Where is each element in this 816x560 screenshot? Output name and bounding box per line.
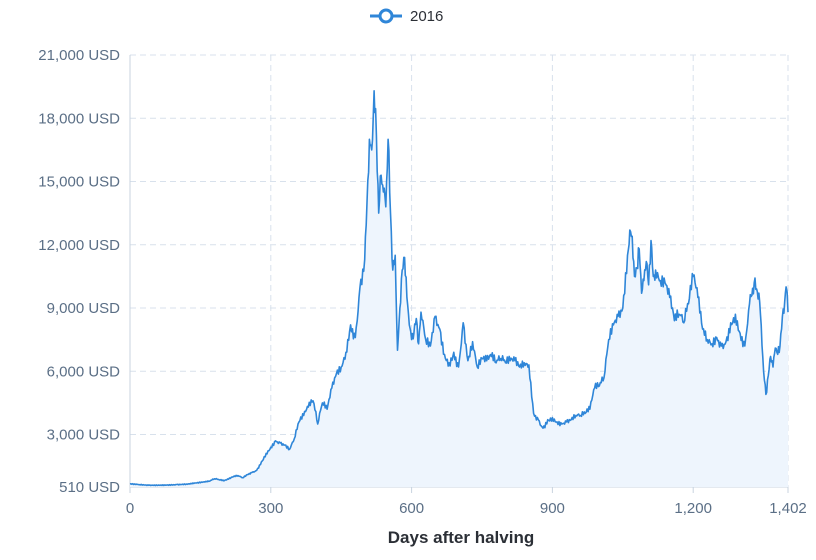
y-tick-label: 18,000 USD bbox=[38, 110, 120, 127]
y-tick-label: 3,000 USD bbox=[47, 427, 121, 444]
y-tick-label: 6,000 USD bbox=[47, 363, 121, 380]
x-axis-title: Days after halving bbox=[388, 528, 534, 547]
x-axis-tick-labels: 0 300 600 900 1,200 1,402 bbox=[126, 500, 807, 517]
legend[interactable]: 2016 bbox=[370, 8, 443, 25]
x-tick-label: 0 bbox=[126, 500, 134, 517]
x-tick-label: 1,402 bbox=[769, 500, 807, 517]
grid bbox=[130, 54, 789, 487]
x-tick-label: 900 bbox=[540, 500, 565, 517]
y-axis-tick-labels: 510 USD 3,000 USD 6,000 USD 9,000 USD 12,000… bbox=[38, 47, 120, 496]
series-2016-area bbox=[130, 90, 788, 488]
legend-label: 2016 bbox=[410, 8, 443, 25]
y-tick-label: 21,000 USD bbox=[38, 47, 120, 64]
x-tick-label: 600 bbox=[399, 500, 424, 517]
y-tick-label: 15,000 USD bbox=[38, 174, 120, 191]
x-tick-label: 1,200 bbox=[674, 500, 712, 517]
series-2016-line bbox=[129, 90, 789, 487]
y-tick-label: 12,000 USD bbox=[38, 237, 120, 254]
x-tick-label: 300 bbox=[258, 500, 283, 517]
legend-circle-marker bbox=[378, 8, 394, 24]
y-tick-label: 510 USD bbox=[59, 479, 120, 496]
y-tick-label: 9,000 USD bbox=[47, 300, 121, 317]
